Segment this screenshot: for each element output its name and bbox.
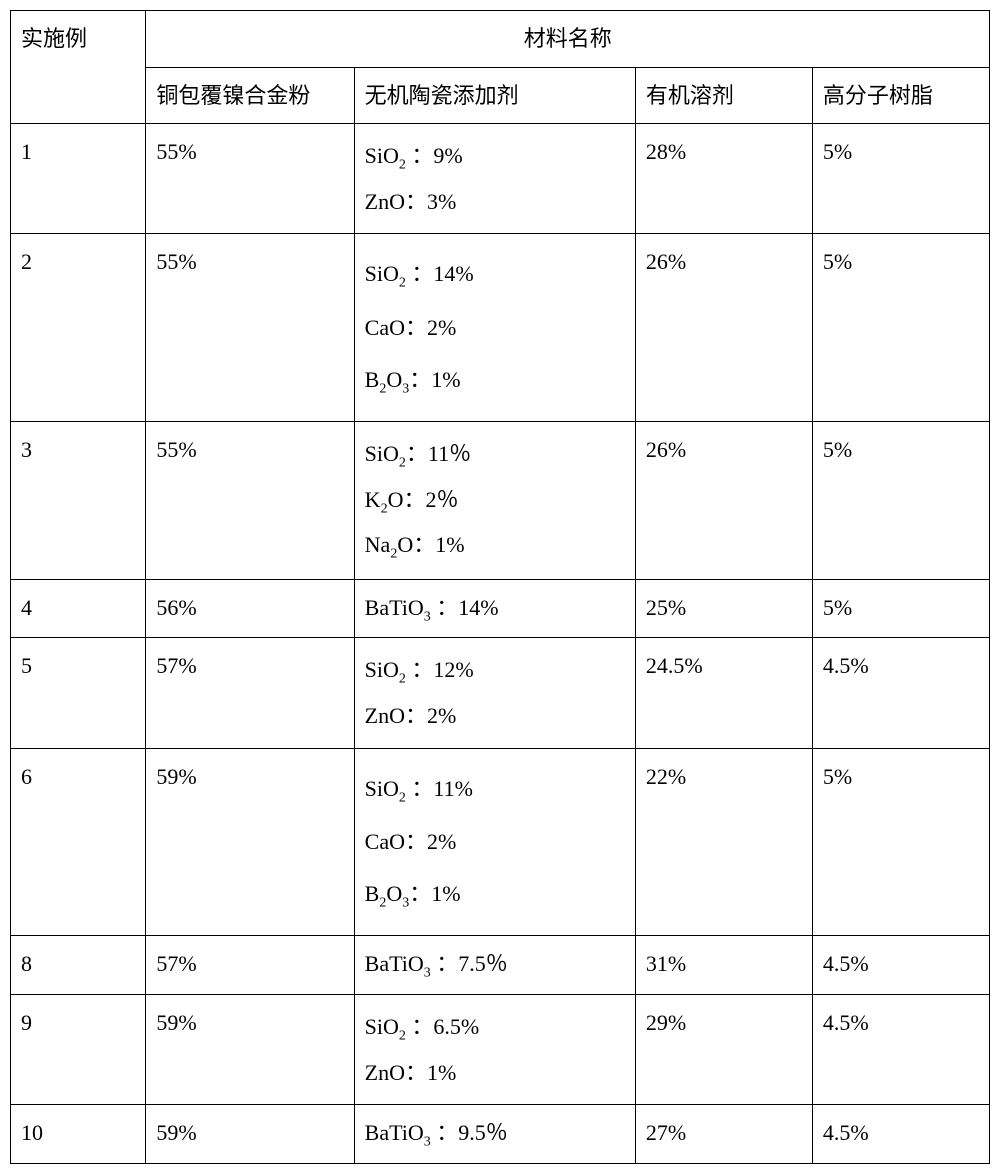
cell-resin: 4.5%	[812, 936, 989, 995]
cell-alloy: 57%	[146, 936, 354, 995]
cell-resin: 5%	[812, 422, 989, 580]
cell-solvent: 27%	[635, 1105, 812, 1164]
cell-example: 4	[11, 579, 146, 638]
cell-example: 2	[11, 234, 146, 422]
cell-resin: 4.5%	[812, 994, 989, 1104]
header-example: 实施例	[11, 11, 146, 124]
cell-alloy: 56%	[146, 579, 354, 638]
cell-solvent: 22%	[635, 748, 812, 936]
header-col-d: 高分子树脂	[812, 67, 989, 124]
table-row: 4 56% BaTiO3 ：14% 25% 5%	[11, 579, 990, 638]
materials-table: 实施例 材料名称 铜包覆镍合金粉 无机陶瓷添加剂 有机溶剂 高分子树脂 1 55…	[10, 10, 990, 1164]
cell-alloy: 55%	[146, 234, 354, 422]
cell-solvent: 26%	[635, 234, 812, 422]
header-col-c: 有机溶剂	[635, 67, 812, 124]
cell-resin: 5%	[812, 234, 989, 422]
cell-example: 9	[11, 994, 146, 1104]
cell-example: 5	[11, 638, 146, 748]
header-col-a: 铜包覆镍合金粉	[146, 67, 354, 124]
cell-example: 6	[11, 748, 146, 936]
cell-ceramic: BaTiO3 ：14%	[354, 579, 635, 638]
cell-ceramic: SiO2 ：12% ZnO：2%	[354, 638, 635, 748]
cell-resin: 5%	[812, 124, 989, 234]
header-col-b: 无机陶瓷添加剂	[354, 67, 635, 124]
cell-solvent: 26%	[635, 422, 812, 580]
table-row: 5 57% SiO2 ：12% ZnO：2% 24.5% 4.5%	[11, 638, 990, 748]
table-row: 3 55% SiO2：11％ K2O：2％ Na2O：1% 26% 5%	[11, 422, 990, 580]
cell-example: 1	[11, 124, 146, 234]
cell-ceramic: SiO2 ：11% CaO：2% B2O3：1%	[354, 748, 635, 936]
cell-ceramic: SiO2 ：9% ZnO：3%	[354, 124, 635, 234]
cell-ceramic: SiO2 ：6.5% ZnO：1%	[354, 994, 635, 1104]
cell-alloy: 55%	[146, 422, 354, 580]
cell-ceramic: BaTiO3 ：9.5％	[354, 1105, 635, 1164]
cell-solvent: 31%	[635, 936, 812, 995]
cell-resin: 4.5%	[812, 638, 989, 748]
cell-ceramic: BaTiO3 ：7.5％	[354, 936, 635, 995]
cell-example: 3	[11, 422, 146, 580]
cell-resin: 4.5%	[812, 1105, 989, 1164]
cell-alloy: 59%	[146, 748, 354, 936]
cell-solvent: 24.5%	[635, 638, 812, 748]
cell-alloy: 55%	[146, 124, 354, 234]
header-row-1: 实施例 材料名称	[11, 11, 990, 68]
cell-solvent: 28%	[635, 124, 812, 234]
cell-alloy: 59%	[146, 994, 354, 1104]
cell-solvent: 25%	[635, 579, 812, 638]
table-row: 1 55% SiO2 ：9% ZnO：3% 28% 5%	[11, 124, 990, 234]
header-row-2: 铜包覆镍合金粉 无机陶瓷添加剂 有机溶剂 高分子树脂	[11, 67, 990, 124]
table-row: 10 59% BaTiO3 ：9.5％ 27% 4.5%	[11, 1105, 990, 1164]
cell-example: 10	[11, 1105, 146, 1164]
table-row: 6 59% SiO2 ：11% CaO：2% B2O3：1% 22% 5%	[11, 748, 990, 936]
table-row: 9 59% SiO2 ：6.5% ZnO：1% 29% 4.5%	[11, 994, 990, 1104]
cell-resin: 5%	[812, 579, 989, 638]
cell-alloy: 57%	[146, 638, 354, 748]
cell-ceramic: SiO2：11％ K2O：2％ Na2O：1%	[354, 422, 635, 580]
table-row: 2 55% SiO2 ：14% CaO：2% B2O3：1% 26% 5%	[11, 234, 990, 422]
cell-alloy: 59%	[146, 1105, 354, 1164]
header-material-name: 材料名称	[146, 11, 990, 68]
cell-example: 8	[11, 936, 146, 995]
table-row: 8 57% BaTiO3 ：7.5％ 31% 4.5%	[11, 936, 990, 995]
cell-solvent: 29%	[635, 994, 812, 1104]
cell-resin: 5%	[812, 748, 989, 936]
cell-ceramic: SiO2 ：14% CaO：2% B2O3：1%	[354, 234, 635, 422]
